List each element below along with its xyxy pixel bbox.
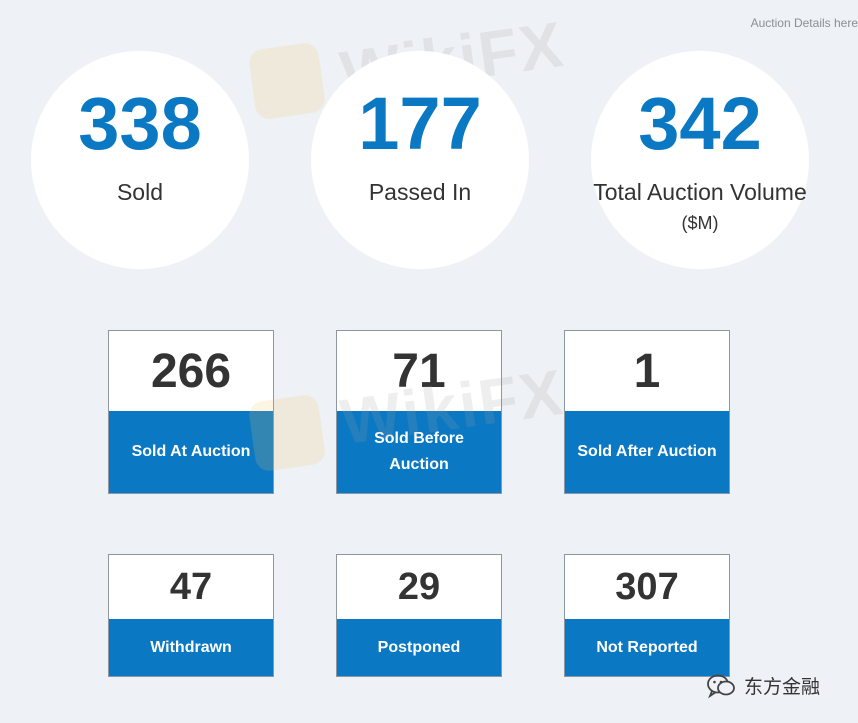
card-value: 29	[337, 555, 501, 619]
stat-card-sold-after-auction: 1 Sold After Auction	[564, 330, 730, 494]
card-value: 266	[109, 331, 273, 411]
stat-circle-passed-in: 177 Passed In	[311, 51, 529, 269]
stat-card-not-reported: 307 Not Reported	[564, 554, 730, 677]
source-badge: 东方金融	[706, 672, 820, 699]
card-value: 71	[337, 331, 501, 411]
card-value: 47	[109, 555, 273, 619]
card-value: 1	[565, 331, 729, 411]
card-label: Not Reported	[565, 619, 729, 676]
sold-count: 338	[78, 82, 202, 165]
stat-circle-sold: 338 Sold	[31, 51, 249, 269]
stat-card-sold-at-auction: 266 Sold At Auction	[108, 330, 274, 494]
card-label: Sold At Auction	[109, 411, 273, 493]
stat-card-sold-before-auction: 71 Sold Before Auction	[336, 330, 502, 494]
auction-details-link[interactable]: Auction Details here	[750, 16, 858, 30]
total-volume-label-text: Total Auction Volume	[593, 179, 807, 205]
card-label: Postponed	[337, 619, 501, 676]
passed-in-count: 177	[358, 82, 482, 165]
total-volume-count: 342	[638, 82, 762, 165]
stat-circle-total-volume: 342 Total Auction Volume ($M)	[591, 51, 809, 269]
wechat-icon	[707, 674, 735, 698]
card-label: Sold After Auction	[565, 411, 729, 493]
card-label: Sold Before Auction	[337, 411, 501, 493]
sold-label: Sold	[116, 179, 164, 205]
card-label: Withdrawn	[109, 619, 273, 676]
stat-card-withdrawn: 47 Withdrawn	[108, 554, 274, 677]
passed-in-label: Passed In	[368, 179, 472, 205]
stat-card-postponed: 29 Postponed	[336, 554, 502, 677]
source-badge-text: 东方金融	[744, 677, 821, 698]
total-volume-label: Total Auction Volume ($M)	[591, 178, 809, 237]
card-value: 307	[565, 555, 729, 619]
total-volume-unit: ($M)	[681, 213, 719, 234]
